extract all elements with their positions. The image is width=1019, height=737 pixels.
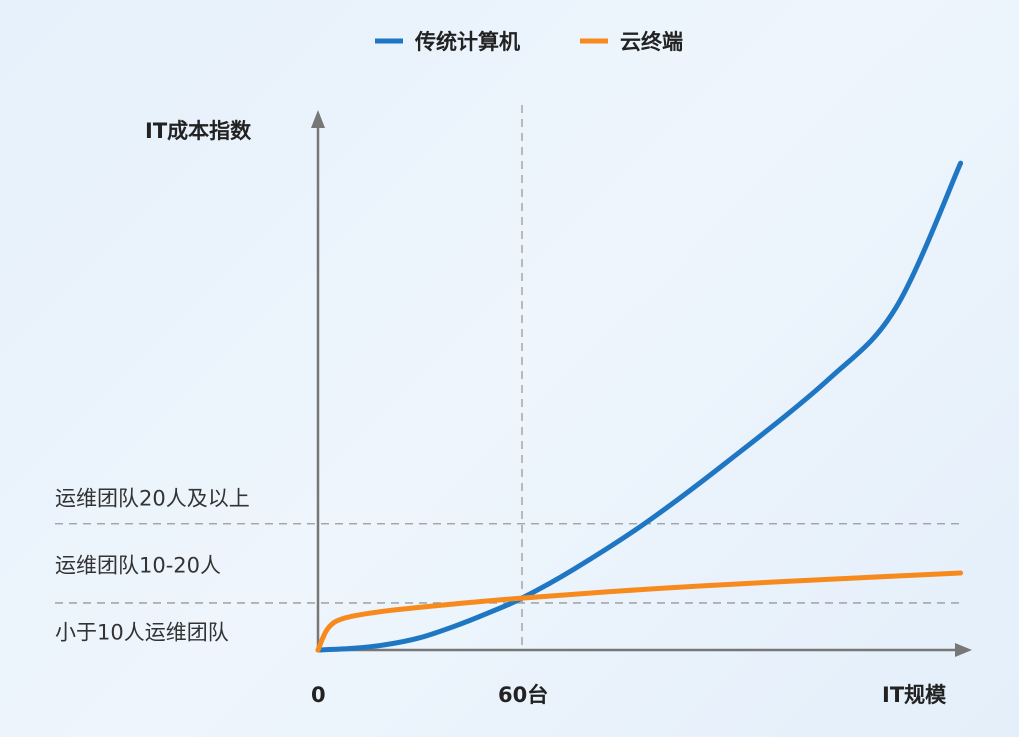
series-line-1 — [315, 570, 964, 653]
series-line-0 — [315, 160, 964, 653]
x-tick-label-0: 0 — [311, 683, 326, 707]
legend: 传统计算机 云终端 — [375, 30, 683, 54]
x-tick-label-1: 60台 — [498, 683, 548, 707]
band-label-0: 运维团队20人及以上 — [55, 487, 250, 511]
x-axis-arrow-icon — [955, 643, 972, 657]
y-axis-arrow-icon — [311, 110, 325, 128]
band-label-1: 运维团队10-20人 — [55, 553, 221, 577]
legend-label-traditional: 传统计算机 — [414, 30, 520, 54]
legend-label-cloud: 云终端 — [620, 30, 683, 54]
band-label-2: 小于10人运维团队 — [55, 620, 229, 644]
y-axis-label: IT成本指数 — [145, 119, 252, 143]
x-axis-label: IT规模 — [882, 683, 947, 707]
